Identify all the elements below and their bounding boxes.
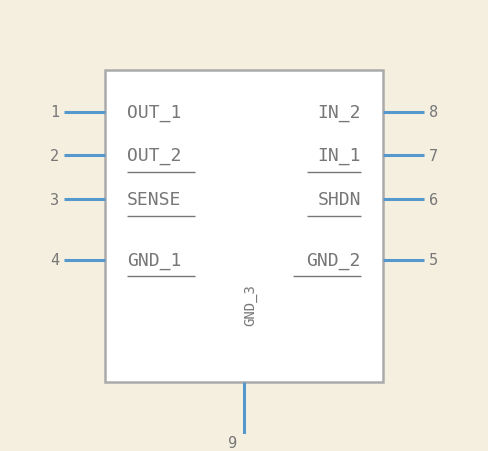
Text: 6: 6 <box>429 192 438 207</box>
Text: OUT_1: OUT_1 <box>127 104 182 121</box>
Text: GND_2: GND_2 <box>306 251 361 269</box>
Text: IN_1: IN_1 <box>318 147 361 165</box>
Text: 3: 3 <box>50 192 59 207</box>
Text: 1: 1 <box>50 105 59 120</box>
Text: 9: 9 <box>228 435 238 450</box>
Text: GND_3: GND_3 <box>244 283 258 325</box>
Text: 4: 4 <box>50 253 59 268</box>
Text: IN_2: IN_2 <box>318 104 361 121</box>
Text: GND_1: GND_1 <box>127 251 182 269</box>
Text: 8: 8 <box>429 105 438 120</box>
Text: 2: 2 <box>50 149 59 164</box>
Text: 7: 7 <box>429 149 438 164</box>
Bar <box>105 70 383 382</box>
Text: SENSE: SENSE <box>127 191 182 209</box>
Text: SHDN: SHDN <box>318 191 361 209</box>
Text: OUT_2: OUT_2 <box>127 147 182 165</box>
Text: 5: 5 <box>429 253 438 268</box>
